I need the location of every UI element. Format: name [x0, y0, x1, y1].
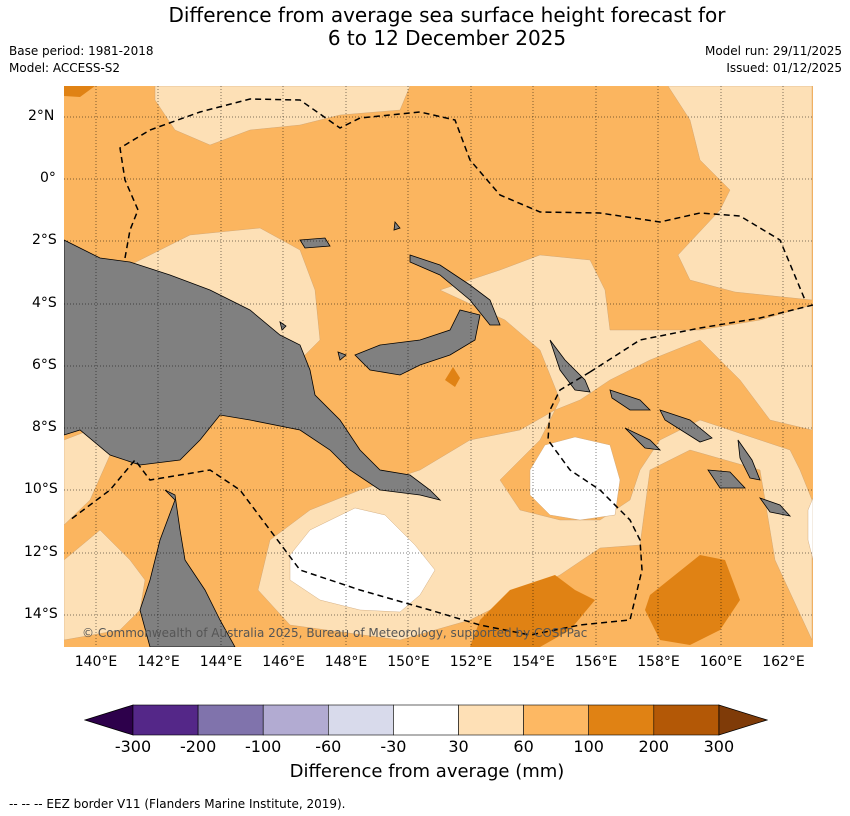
colorbar-extend-low — [84, 704, 134, 736]
colorbar-segment — [523, 704, 590, 736]
lon-label: 140°E — [74, 654, 118, 670]
colorbar-label: -30 — [380, 737, 407, 756]
colorbar-label: 300 — [703, 737, 735, 756]
lat-label: 14°S — [24, 606, 58, 622]
anomaly-100-200-southeast — [645, 555, 740, 645]
issued-date: Issued: 01/12/2025 — [726, 61, 842, 75]
eez-legend: -- -- -- EEZ border V11 (Flanders Marine… — [9, 797, 346, 811]
colorbar-label: -100 — [245, 737, 282, 756]
colorbar-segment — [132, 704, 199, 736]
colorbar-segment — [262, 704, 329, 736]
lat-label: 6°S — [32, 357, 57, 373]
lon-label: 150°E — [387, 654, 430, 670]
anomaly-100-200-small — [445, 367, 460, 387]
colorbar-segment — [328, 704, 394, 736]
colorbar-label: 100 — [573, 737, 604, 756]
lon-label: 160°E — [699, 654, 743, 670]
colorbar-segment — [393, 704, 459, 736]
lat-label: 12°S — [24, 544, 58, 560]
model-run: Model run: 29/11/2025 — [704, 44, 842, 58]
lon-label: 146°E — [262, 654, 305, 670]
colorbar-label: 60 — [513, 737, 534, 756]
lat-label: 0° — [40, 170, 56, 186]
lon-label: 144°E — [199, 654, 243, 670]
map-area — [64, 86, 813, 647]
colorbar-title: Difference from average (mm) — [289, 761, 565, 782]
title-line-1: Difference from average sea surface heig… — [168, 3, 726, 27]
lon-label: 158°E — [637, 654, 680, 670]
colorbar-label: -300 — [114, 737, 152, 756]
anomaly-neutral-regions — [289, 436, 813, 613]
lon-label: 152°E — [449, 654, 493, 670]
lon-label: 162°E — [762, 654, 805, 670]
graticule — [64, 86, 813, 647]
anomaly-100-200-corner — [64, 86, 95, 97]
lat-label: 4°S — [32, 295, 57, 311]
lat-label: 10°S — [24, 481, 58, 497]
colorbar-extend-high — [718, 704, 768, 736]
lat-label: 2°N — [28, 108, 55, 124]
base-period: Base period: 1981-2018 — [9, 44, 154, 58]
colorbar-label: 30 — [448, 737, 469, 756]
lat-label: 2°S — [32, 232, 57, 248]
colorbar-label: -200 — [179, 737, 217, 756]
lon-label: 154°E — [512, 654, 555, 670]
colorbar-label: 200 — [638, 737, 670, 756]
colorbar-segment — [588, 704, 655, 736]
lat-label: 8°S — [32, 419, 57, 435]
title-line-2: 6 to 12 December 2025 — [327, 26, 567, 50]
model-name: Model: ACCESS-S2 — [9, 61, 121, 75]
lon-label: 142°E — [137, 654, 180, 670]
colorbar-segment — [458, 704, 524, 736]
copyright-notice: © Commonwealth of Australia 2025, Bureau… — [82, 626, 588, 640]
colorbar — [84, 704, 768, 736]
colorbar-segment — [197, 704, 264, 736]
lon-label: 148°E — [324, 654, 368, 670]
colorbar-label: -60 — [315, 737, 342, 756]
lon-label: 156°E — [574, 654, 618, 670]
colorbar-segment — [653, 704, 720, 736]
eez-border-lines — [69, 98, 813, 636]
